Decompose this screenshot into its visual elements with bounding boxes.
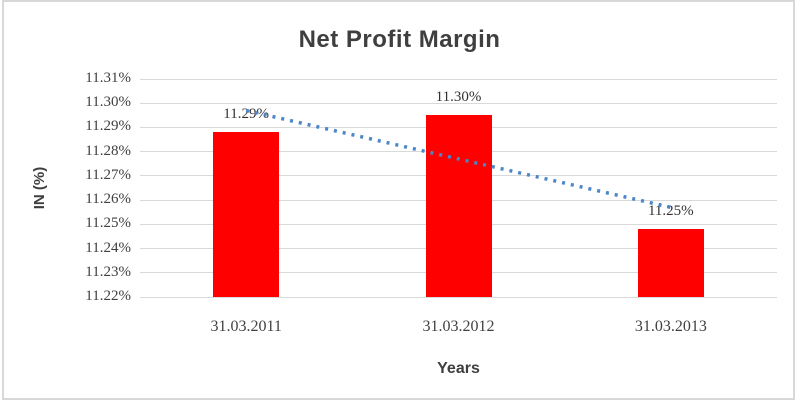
y-axis-tick-label: 11.22%: [85, 288, 131, 304]
data-label: 11.25%: [647, 203, 694, 220]
x-axis-tick-label: 31.03.2013: [634, 318, 707, 335]
y-axis-tick-label: 11.30%: [85, 94, 131, 111]
gridline: [140, 296, 777, 298]
y-axis-tick-label: 11.29%: [85, 118, 131, 135]
y-axis-tick-label: 11.23%: [85, 263, 131, 280]
y-axis-title: IN (%): [31, 166, 48, 210]
data-label: 11.30%: [435, 89, 482, 106]
gridline: [140, 102, 777, 104]
bar-31.03.2013: [637, 229, 704, 297]
y-axis-tick-label: 11.28%: [85, 142, 131, 159]
data-label: 11.29%: [223, 106, 269, 123]
y-axis-tick-label: 11.24%: [85, 239, 131, 256]
y-axis-tick-label: 11.27%: [85, 166, 131, 183]
x-axis-tick-label: 31.03.2012: [422, 318, 495, 335]
y-axis-tick-label: 11.31%: [85, 70, 131, 86]
bar-31.03.2012: [425, 115, 492, 297]
gridline: [140, 78, 777, 80]
x-axis-title: Years: [437, 360, 480, 377]
chart-title: Net Profit Margin: [298, 26, 501, 53]
x-axis-tick-label: 31.03.2011: [210, 318, 282, 335]
y-axis-tick-label: 11.25%: [85, 215, 131, 232]
y-axis-tick-label: 11.26%: [85, 191, 131, 208]
bar-31.03.2011: [213, 132, 280, 297]
